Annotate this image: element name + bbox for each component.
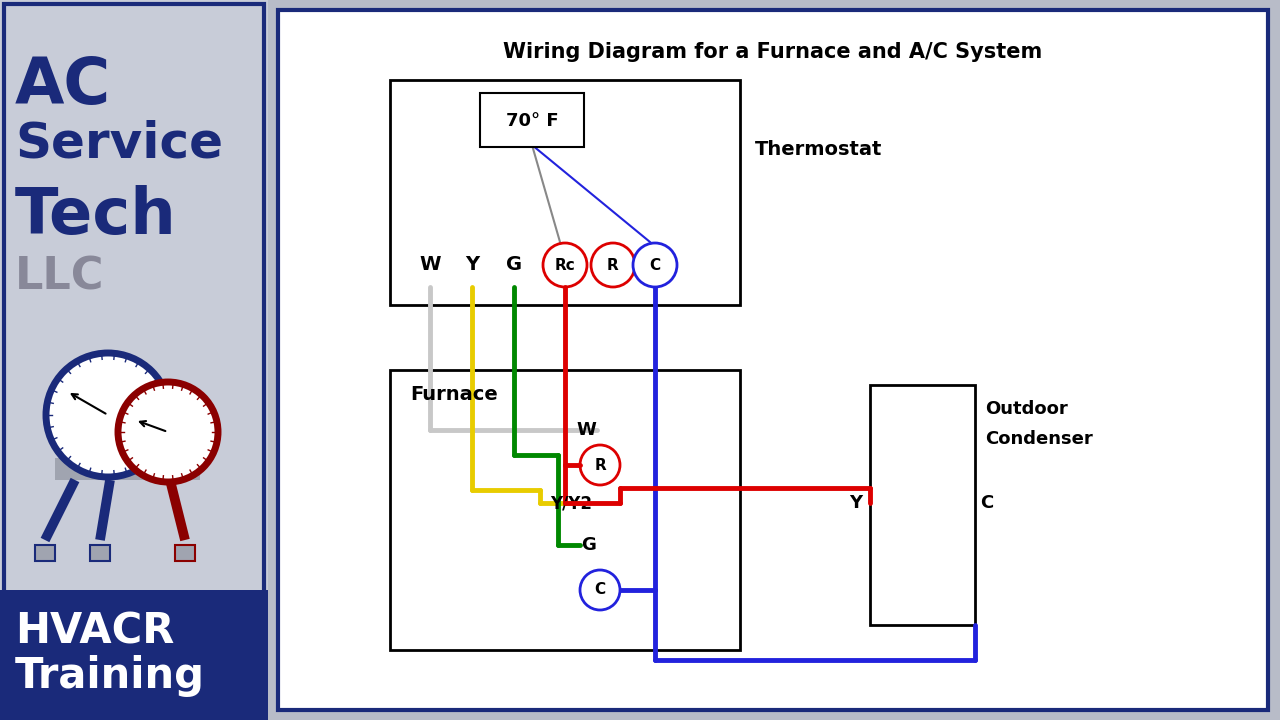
Circle shape [580, 445, 620, 485]
Text: Training: Training [15, 655, 205, 697]
Text: C: C [594, 582, 605, 598]
Text: C: C [980, 494, 993, 512]
Text: Rc: Rc [554, 258, 576, 272]
Text: G: G [581, 536, 596, 554]
FancyBboxPatch shape [278, 10, 1268, 710]
Text: R: R [594, 457, 605, 472]
Text: LLC: LLC [15, 255, 105, 298]
Text: W: W [576, 421, 596, 439]
Bar [0, 0, 268, 720]
Text: Y/Y2: Y/Y2 [550, 494, 591, 512]
Bar [35, 545, 55, 561]
Circle shape [118, 382, 218, 482]
Text: R: R [607, 258, 618, 272]
Text: Service: Service [15, 120, 223, 168]
Circle shape [543, 243, 588, 287]
Bar [390, 80, 740, 305]
Circle shape [580, 570, 620, 610]
Text: Thermostat: Thermostat [755, 140, 882, 159]
Text: Furnace: Furnace [410, 385, 498, 404]
Text: C: C [649, 258, 660, 272]
Bar [390, 370, 740, 650]
Text: HVACR: HVACR [15, 610, 174, 652]
Text: W: W [420, 256, 440, 274]
Circle shape [634, 243, 677, 287]
Circle shape [591, 243, 635, 287]
Text: AC: AC [15, 55, 111, 117]
Bar [870, 385, 975, 625]
Text: Y: Y [849, 494, 861, 512]
FancyBboxPatch shape [480, 93, 584, 147]
Text: Outdoor: Outdoor [986, 400, 1068, 418]
Text: Y: Y [465, 256, 479, 274]
Bar [0, 590, 268, 720]
Text: Tech: Tech [15, 185, 177, 247]
Circle shape [46, 353, 170, 477]
Text: Condenser: Condenser [986, 430, 1093, 448]
Bar [175, 545, 195, 561]
Text: Wiring Diagram for a Furnace and A/C System: Wiring Diagram for a Furnace and A/C Sys… [503, 42, 1043, 62]
Bar [55, 458, 200, 480]
Text: G: G [506, 256, 522, 274]
Text: 70° F: 70° F [506, 112, 558, 130]
Bar [90, 545, 110, 561]
